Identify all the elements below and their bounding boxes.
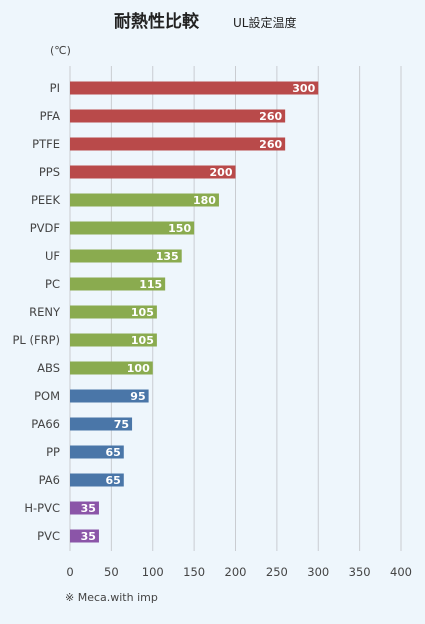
bar xyxy=(70,361,153,375)
unit-label: (℃) xyxy=(50,44,71,57)
data-label: 105 xyxy=(131,306,154,319)
category-label: RENY xyxy=(29,305,61,319)
bar xyxy=(70,277,166,291)
data-label: 260 xyxy=(259,110,282,123)
x-tick-label: 200 xyxy=(225,565,247,579)
bars: 300 260 260 200 180 150 135 115 105 105 100 95 75 65 6… xyxy=(70,81,319,543)
data-label: 100 xyxy=(127,362,150,375)
bar xyxy=(70,249,182,263)
bar xyxy=(70,81,319,95)
data-label: 260 xyxy=(259,138,282,151)
data-label: 95 xyxy=(130,390,145,403)
data-label: 180 xyxy=(193,194,216,207)
x-tick-label: 0 xyxy=(66,565,73,579)
category-label: PVDF xyxy=(30,221,60,235)
bar xyxy=(70,501,99,515)
category-label: PVC xyxy=(37,529,60,543)
data-label: 35 xyxy=(81,530,96,543)
category-label: PPS xyxy=(39,165,60,179)
bar xyxy=(70,473,124,487)
x-tick-label: 150 xyxy=(183,565,205,579)
chart-subtitle: UL設定温度 xyxy=(233,15,296,30)
bar xyxy=(70,389,149,403)
x-tick-label: 50 xyxy=(104,565,119,579)
bar xyxy=(70,305,157,319)
category-label: PL (FRP) xyxy=(12,333,60,347)
data-label: 115 xyxy=(139,278,162,291)
bar xyxy=(70,193,219,207)
category-label: PA6 xyxy=(39,473,60,487)
bar xyxy=(70,417,133,431)
data-label: 200 xyxy=(210,166,233,179)
x-tick-labels: 0 50 100 150 200 250 300 350 400 xyxy=(66,565,412,579)
x-tick-label: 400 xyxy=(390,565,412,579)
data-label: 135 xyxy=(156,250,179,263)
category-label: H-PVC xyxy=(24,501,60,515)
data-label: 75 xyxy=(114,418,129,431)
category-label: PI xyxy=(50,81,60,95)
category-labels: PI PFA PTFE PPS PEEK PVDF UF PC RENY PL (FRP) ABS P… xyxy=(12,81,60,543)
bar xyxy=(70,221,195,235)
category-label: PP xyxy=(46,445,60,459)
bar xyxy=(70,445,124,459)
category-label: UF xyxy=(45,249,60,263)
x-tick-label: 250 xyxy=(266,565,288,579)
bar xyxy=(70,137,286,151)
category-label: POM xyxy=(34,389,60,403)
bar xyxy=(70,109,286,123)
chart-title: 耐熱性比較 xyxy=(114,11,200,32)
x-tick-label: 350 xyxy=(349,565,371,579)
x-tick-label: 300 xyxy=(307,565,329,579)
category-label: PC xyxy=(45,277,60,291)
data-label: 65 xyxy=(105,474,120,487)
data-label: 300 xyxy=(292,82,315,95)
data-label: 65 xyxy=(105,446,120,459)
category-label: PA66 xyxy=(31,417,60,431)
source-note: ※ Meca.with imp xyxy=(65,591,158,604)
category-label: PTFE xyxy=(32,137,60,151)
bar xyxy=(70,333,157,347)
data-label: 35 xyxy=(81,502,96,515)
data-label: 105 xyxy=(131,334,154,347)
category-label: PEEK xyxy=(31,193,60,207)
data-label: 150 xyxy=(168,222,191,235)
category-label: PFA xyxy=(40,109,60,123)
category-label: ABS xyxy=(37,361,60,375)
bar xyxy=(70,165,236,179)
x-tick-label: 100 xyxy=(142,565,164,579)
bar xyxy=(70,529,99,543)
